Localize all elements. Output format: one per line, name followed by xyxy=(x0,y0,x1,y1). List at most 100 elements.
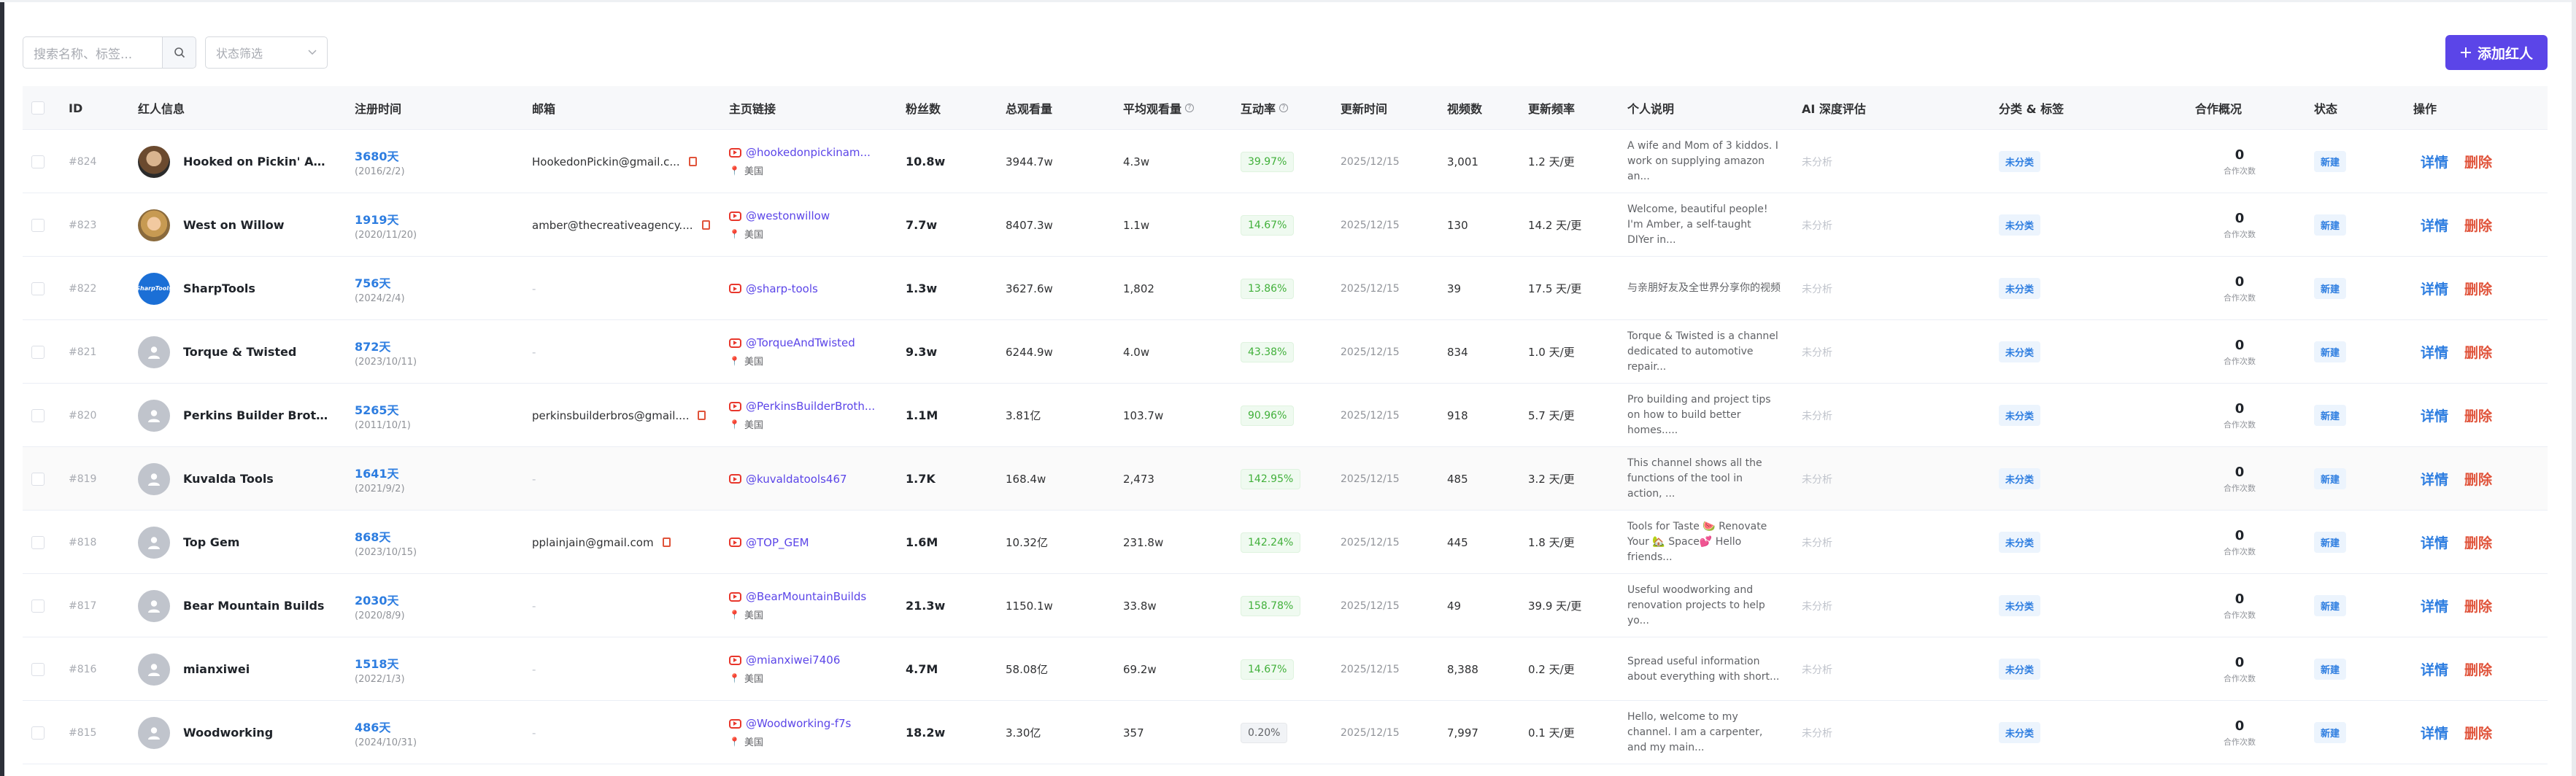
col-engagement[interactable]: 互动率? xyxy=(1241,86,1289,130)
registered-date: (2023/10/11) xyxy=(355,356,417,368)
table-row[interactable]: #823 West on Willow 1919天 (2020/11/20) amber… xyxy=(23,193,2548,257)
row-checkbox[interactable] xyxy=(31,155,45,168)
col-avg-views[interactable]: 平均观看量? xyxy=(1123,86,1195,130)
detail-button[interactable]: 详情 xyxy=(2421,218,2449,234)
delete-button[interactable]: 删除 xyxy=(2464,599,2493,615)
delete-button[interactable]: 删除 xyxy=(2464,662,2493,678)
bio-text: Torque & Twisted is a channel dedicated … xyxy=(1627,330,1778,373)
influencer-name[interactable]: Torque & Twisted xyxy=(183,345,297,359)
search-input[interactable]: 搜索名称、标签... xyxy=(23,36,163,69)
detail-button[interactable]: 详情 xyxy=(2421,662,2449,678)
select-all-checkbox[interactable] xyxy=(31,101,45,115)
homepage-link[interactable]: @mianxiwei7406 xyxy=(729,653,840,667)
delete-button[interactable]: 删除 xyxy=(2464,408,2493,424)
col-videos[interactable]: 视频数 xyxy=(1447,102,1483,116)
table-row[interactable]: #821 Torque & Twisted 872天 (2023/10/11) - @To… xyxy=(23,320,2548,384)
registered-days: 1641天 xyxy=(355,466,399,481)
row-checkbox[interactable] xyxy=(31,662,45,676)
row-checkbox[interactable] xyxy=(31,472,45,486)
table-row[interactable]: #816 mianxiwei 1518天 (2022/1/3) - @mianxiwei7… xyxy=(23,637,2548,701)
row-checkbox[interactable] xyxy=(31,599,45,613)
table-row[interactable]: #815 Woodworking 486天 (2024/10/31) - @Woodwor… xyxy=(23,701,2548,764)
col-id[interactable]: ID xyxy=(69,101,83,115)
detail-button[interactable]: 详情 xyxy=(2421,726,2449,742)
detail-button[interactable]: 详情 xyxy=(2421,282,2449,298)
status-filter-select[interactable]: 状态筛选 xyxy=(205,36,328,69)
location: 📍 美国 xyxy=(729,608,763,622)
influencer-name[interactable]: SharpTools xyxy=(183,282,255,295)
add-influencer-button[interactable]: 添加红人 xyxy=(2445,35,2548,70)
coop-label: 合作次数 xyxy=(2224,483,2256,493)
copy-icon[interactable] xyxy=(701,220,710,230)
delete-button[interactable]: 删除 xyxy=(2464,726,2493,742)
homepage-link[interactable]: @sharp-tools xyxy=(729,282,818,295)
updated-date: 2025/12/15 xyxy=(1341,219,1400,231)
row-checkbox[interactable] xyxy=(31,408,45,422)
detail-button[interactable]: 详情 xyxy=(2421,472,2449,488)
delete-button[interactable]: 删除 xyxy=(2464,282,2493,298)
homepage-link[interactable]: @kuvaldatools467 xyxy=(729,473,847,486)
homepage-link[interactable]: @TOP_GEM xyxy=(729,536,809,549)
influencer-name[interactable]: mianxiwei xyxy=(183,662,250,676)
row-checkbox[interactable] xyxy=(31,282,45,295)
delete-button[interactable]: 删除 xyxy=(2464,218,2493,234)
col-updated[interactable]: 更新时间 xyxy=(1341,102,1388,116)
copy-icon[interactable] xyxy=(688,157,697,166)
table-row[interactable]: #822 SharpTools SharpTools 756天 (2024/2/4) - @… xyxy=(23,257,2548,320)
video-count: 39 xyxy=(1447,282,1462,295)
copy-icon[interactable] xyxy=(698,411,706,420)
detail-button[interactable]: 详情 xyxy=(2421,155,2449,171)
youtube-icon xyxy=(729,211,741,221)
table-row[interactable]: #818 Top Gem 868天 (2023/10/15) pplainjain@gm… xyxy=(23,511,2548,574)
homepage-handle: @TorqueAndTwisted xyxy=(746,336,855,349)
table-row[interactable]: #824 Hooked on Pickin' Ama... 3680天 (2016/2… xyxy=(23,130,2548,193)
table-row[interactable]: #817 Bear Mountain Builds 2030天 (2020/8/9) -… xyxy=(23,574,2548,637)
homepage-link[interactable]: @Woodworking-f7s xyxy=(729,717,851,730)
influencer-name[interactable]: Woodworking xyxy=(183,726,274,740)
col-frequency[interactable]: 更新频率 xyxy=(1528,102,1576,116)
homepage-link[interactable]: @TorqueAndTwisted xyxy=(729,336,855,349)
influencer-name[interactable]: West on Willow xyxy=(183,218,285,232)
col-total-views[interactable]: 总观看量 xyxy=(1006,102,1053,116)
row-checkbox[interactable] xyxy=(31,218,45,232)
help-icon[interactable]: ? xyxy=(1185,104,1195,112)
ai-eval: 未分析 xyxy=(1802,283,1832,295)
influencer-name[interactable]: Top Gem xyxy=(183,535,240,549)
row-checkbox[interactable] xyxy=(31,726,45,740)
detail-button[interactable]: 详情 xyxy=(2421,599,2449,615)
help-icon[interactable]: ? xyxy=(1279,104,1289,112)
detail-button[interactable]: 详情 xyxy=(2421,345,2449,361)
bio-text: Pro building and project tips on how to … xyxy=(1627,394,1771,436)
delete-button[interactable]: 删除 xyxy=(2464,472,2493,488)
influencer-name[interactable]: Hooked on Pickin' Ama... xyxy=(183,155,329,168)
updated-date: 2025/12/15 xyxy=(1341,155,1400,168)
detail-button[interactable]: 详情 xyxy=(2421,408,2449,424)
row-checkbox[interactable] xyxy=(31,535,45,549)
registered-date: (2021/9/2) xyxy=(355,483,405,494)
status-badge: 新建 xyxy=(2314,278,2347,299)
registered-days: 486天 xyxy=(355,720,391,734)
influencer-name[interactable]: Kuvalda Tools xyxy=(183,472,274,486)
homepage-link[interactable]: @PerkinsBuilderBroth... xyxy=(729,400,875,413)
homepage-link[interactable]: @hookedonpickinam... xyxy=(729,146,871,159)
row-checkbox[interactable] xyxy=(31,345,45,359)
location-text: 美国 xyxy=(744,737,763,748)
delete-button[interactable]: 删除 xyxy=(2464,155,2493,171)
influencer-name[interactable]: Bear Mountain Builds xyxy=(183,599,325,613)
homepage-link[interactable]: @BearMountainBuilds xyxy=(729,590,866,603)
copy-icon[interactable] xyxy=(662,538,671,547)
influencer-name[interactable]: Perkins Builder Brothers xyxy=(183,408,329,422)
coop-count: 0 xyxy=(2234,464,2245,480)
delete-button[interactable]: 删除 xyxy=(2464,345,2493,361)
detail-button[interactable]: 详情 xyxy=(2421,535,2449,551)
page-scrollbar[interactable] xyxy=(2572,0,2576,776)
homepage-link[interactable]: @westonwillow xyxy=(729,209,830,222)
table-row[interactable]: #819 Kuvalda Tools 1641天 (2021/9/2) - @kuvald… xyxy=(23,447,2548,511)
col-followers[interactable]: 粉丝数 xyxy=(906,102,941,116)
delete-button[interactable]: 删除 xyxy=(2464,535,2493,551)
search-button[interactable] xyxy=(163,36,196,69)
homepage-handle: @sharp-tools xyxy=(746,282,818,295)
col-registered[interactable]: 注册时间 xyxy=(355,102,402,116)
status-badge: 新建 xyxy=(2314,595,2347,616)
table-row[interactable]: #820 Perkins Builder Brothers 5265天 (2011/1… xyxy=(23,384,2548,447)
